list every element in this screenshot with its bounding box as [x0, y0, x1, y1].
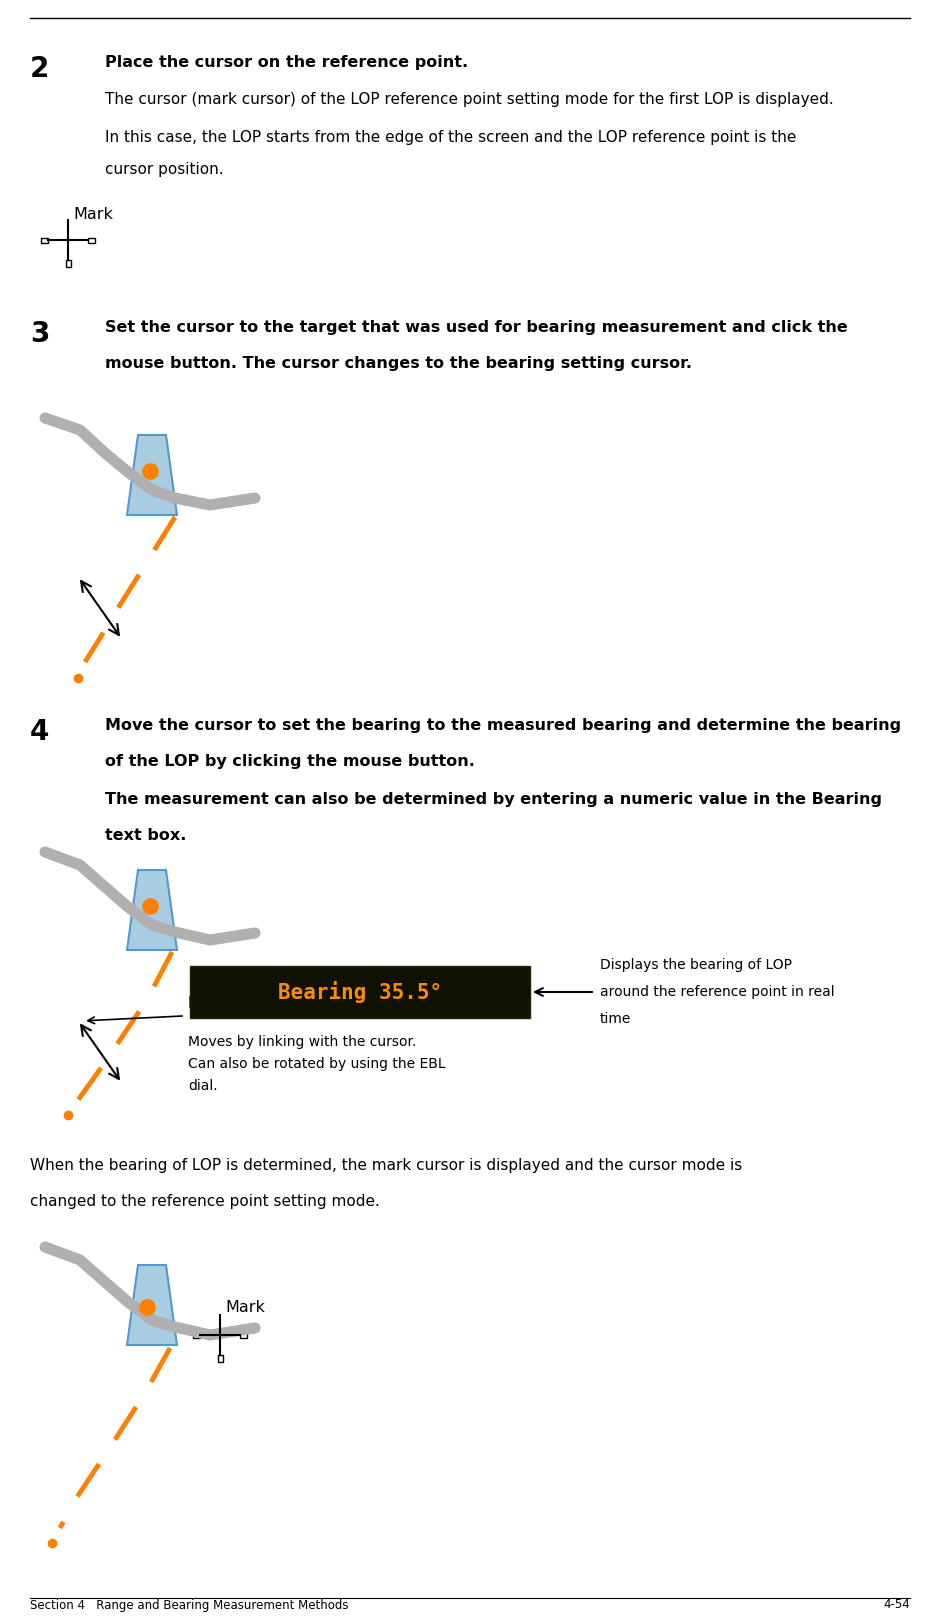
Text: Set the cursor to the target that was used for bearing measurement and click the: Set the cursor to the target that was us… [105, 320, 848, 335]
Bar [217, 1354, 223, 1362]
Text: When the bearing of LOP is determined, the mark cursor is displayed and the curs: When the bearing of LOP is determined, t… [30, 1159, 743, 1173]
Polygon shape [127, 869, 177, 950]
Polygon shape [127, 1265, 177, 1345]
Bar [190, 966, 530, 1018]
Text: 4-54: 4-54 [884, 1598, 910, 1611]
Bar [240, 1333, 247, 1338]
Text: Can also be rotated by using the EBL: Can also be rotated by using the EBL [188, 1057, 446, 1071]
Text: time: time [600, 1012, 632, 1026]
Text: Section 4   Range and Bearing Measurement Methods: Section 4 Range and Bearing Measurement … [30, 1598, 349, 1611]
Text: The measurement can also be determined by entering a numeric value in the Bearin: The measurement can also be determined b… [105, 792, 882, 806]
Text: Place the cursor on the reference point.: Place the cursor on the reference point. [105, 55, 468, 69]
Text: Bearing 35.5°: Bearing 35.5° [278, 981, 442, 1004]
Text: text box.: text box. [105, 827, 186, 844]
Bar [88, 238, 95, 242]
Text: Mark: Mark [225, 1299, 265, 1315]
Text: dial.: dial. [188, 1079, 218, 1092]
Text: cursor position.: cursor position. [105, 162, 224, 178]
Text: Displays the bearing of LOP: Displays the bearing of LOP [600, 958, 792, 971]
Text: around the reference point in real: around the reference point in real [600, 986, 835, 999]
Text: Move the cursor to set the bearing to the measured bearing and determine the bea: Move the cursor to set the bearing to th… [105, 718, 901, 734]
Text: 4: 4 [30, 718, 50, 747]
Text: The cursor (mark cursor) of the LOP reference point setting mode for the first L: The cursor (mark cursor) of the LOP refe… [105, 92, 834, 107]
Text: LOP:: LOP: [188, 995, 226, 1012]
Text: changed to the reference point setting mode.: changed to the reference point setting m… [30, 1194, 380, 1209]
Text: 3: 3 [30, 320, 50, 347]
Text: In this case, the LOP starts from the edge of the screen and the LOP reference p: In this case, the LOP starts from the ed… [105, 129, 796, 145]
Bar [66, 260, 70, 267]
Bar [41, 238, 48, 242]
Text: of the LOP by clicking the mouse button.: of the LOP by clicking the mouse button. [105, 755, 475, 769]
Polygon shape [127, 435, 177, 516]
Text: Moves by linking with the cursor.: Moves by linking with the cursor. [188, 1034, 416, 1049]
Bar [193, 1333, 200, 1338]
Text: 2: 2 [30, 55, 50, 82]
Text: mouse button. The cursor changes to the bearing setting cursor.: mouse button. The cursor changes to the … [105, 356, 692, 372]
Text: Mark: Mark [73, 207, 113, 221]
